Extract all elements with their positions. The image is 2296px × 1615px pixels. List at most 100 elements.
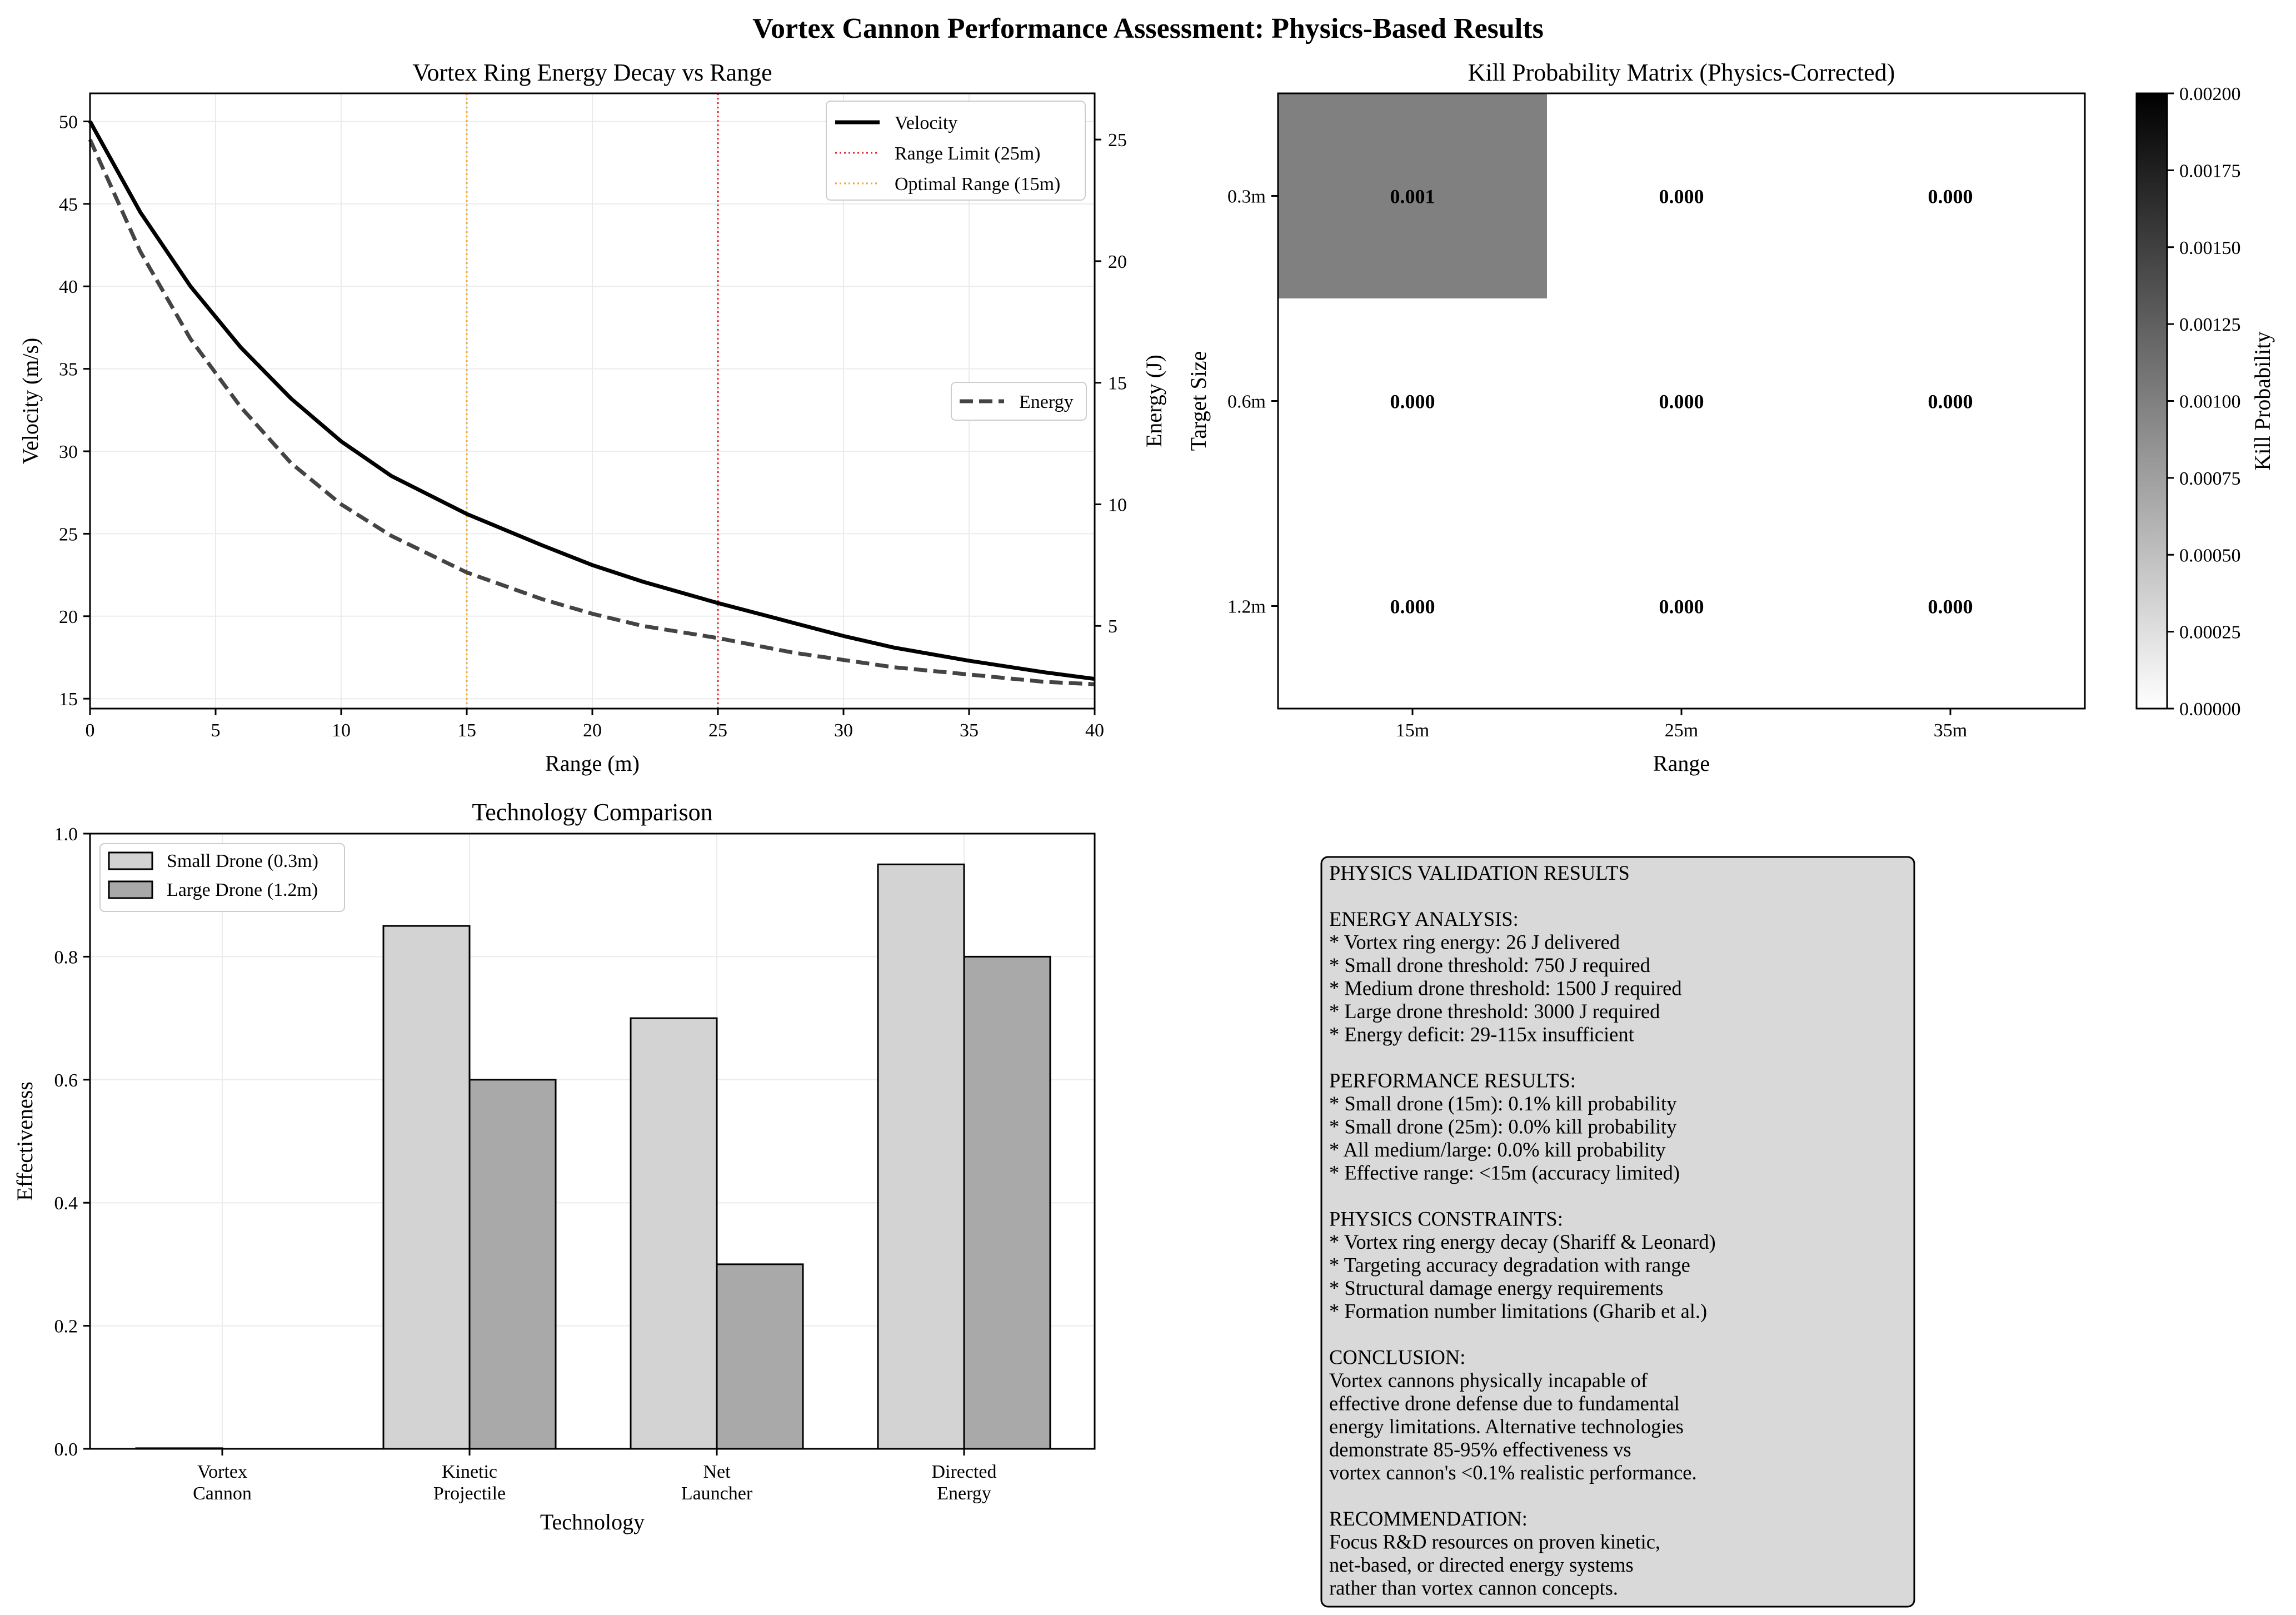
y-axis-label: Effectiveness	[12, 1081, 37, 1201]
textbox-line: * All medium/large: 0.0% kill probabilit…	[1329, 1138, 1666, 1161]
legend-frame	[826, 101, 1086, 201]
textbox-line: * Medium drone threshold: 1500 J require…	[1329, 977, 1682, 1000]
heatmap-cell-label: 0.000	[1928, 596, 1973, 618]
y2-axis-label: Energy (J)	[1141, 355, 1166, 447]
x-axis-label: Range (m)	[545, 751, 640, 776]
y-tick-label: 0.3m	[1227, 187, 1266, 207]
textbox-line: * Energy deficit: 29-115x insufficient	[1329, 1023, 1634, 1046]
y-tick-label: 0.6	[54, 1070, 78, 1091]
chart-title: Technology Comparison	[472, 799, 712, 826]
legend-top-right: Velocity Range Limit (25m) Optimal Range (…	[826, 101, 1086, 201]
x-tick-label: Kinetic	[442, 1462, 497, 1482]
heatmap-cell-label: 0.000	[1659, 596, 1704, 618]
heatmap-cell	[1278, 298, 1548, 504]
y-tick-label: 0.4	[54, 1193, 78, 1214]
y-tick-label: 0.0	[54, 1439, 78, 1460]
colorbar-tick-label: 0.00075	[2179, 468, 2241, 489]
series-line-velocity	[88, 120, 1095, 681]
y-tick-label: 35	[59, 360, 78, 380]
colorbar-tick-label: 0.00050	[2179, 545, 2241, 566]
y-tick-label: 40	[59, 277, 78, 297]
heatmap-cell-label: 0.000	[1390, 391, 1435, 413]
y-axis-label: Target Size	[1186, 351, 1211, 451]
heatmap-cell	[1278, 504, 1548, 709]
heatmap-cell	[1547, 93, 1816, 299]
x-axis-label: Range	[1653, 751, 1710, 776]
y2-tick-label: 20	[1108, 252, 1127, 272]
x-tick-label: 20	[583, 720, 602, 741]
textbox-line: PERFORMANCE RESULTS:	[1329, 1069, 1576, 1092]
textbox-line: Focus R&D resources on proven kinetic,	[1329, 1531, 1660, 1553]
legend-label: Range Limit (25m)	[895, 143, 1041, 164]
y-tick-label: 0.8	[54, 947, 78, 968]
textbox-line: net-based, or directed energy systems	[1329, 1553, 1634, 1576]
y-axis-label: Velocity (m/s)	[18, 338, 43, 465]
colorbar-tick-label: 0.00125	[2179, 315, 2241, 335]
y2-tick-label: 15	[1108, 373, 1127, 394]
legend-frame	[99, 843, 345, 912]
textbox-line: * Vortex ring energy: 26 J delivered	[1329, 931, 1620, 954]
heatmap-cell-label: 0.000	[1928, 391, 1973, 413]
heatmap-cell	[1816, 298, 2085, 504]
textbox-line: PHYSICS CONSTRAINTS:	[1329, 1208, 1563, 1230]
textbox-text: PHYSICS VALIDATION RESULTS ENERGY ANALYSI…	[1329, 861, 1716, 1599]
x-tick-label: Launcher	[681, 1483, 753, 1504]
x-tick-label: 35	[960, 720, 979, 741]
y-tick-label: 30	[59, 442, 78, 462]
colorbar-label: Kill Probability	[2250, 332, 2275, 471]
textbox-line: * Formation number limitations (Gharib e…	[1329, 1300, 1707, 1323]
heatmap-cell	[1547, 504, 1816, 709]
textbox-line: rather than vortex cannon concepts.	[1329, 1577, 1618, 1599]
bar	[468, 1079, 557, 1450]
y-tick-label: 45	[59, 195, 78, 215]
bar	[716, 1263, 804, 1450]
textbox-frame	[1320, 856, 1915, 1608]
y-tick-label: 0.6m	[1227, 392, 1266, 412]
bar	[382, 925, 471, 1450]
x-tick-label: 10	[332, 720, 351, 741]
textbox-line: * Small drone (25m): 0.0% kill probabili…	[1329, 1115, 1677, 1138]
chart-title: Kill Probability Matrix (Physics-Correct…	[1468, 59, 1895, 86]
y-tick-label: 25	[59, 524, 78, 545]
textbox-line: * Effective range: <15m (accuracy limite…	[1329, 1162, 1680, 1184]
heatmap-cell	[1547, 298, 1816, 504]
textbox-line: vortex cannon's <0.1% realistic performa…	[1329, 1461, 1697, 1484]
textbox-line: * Vortex ring energy decay (Shariff & Le…	[1329, 1230, 1716, 1253]
x-tick-label: 15m	[1396, 720, 1429, 741]
textbox-line: energy limitations. Alternative technolo…	[1329, 1415, 1684, 1438]
legend-label: Large Drone (1.2m)	[167, 880, 318, 900]
legend-label: Velocity	[895, 113, 957, 133]
textbox-line: ENERGY ANALYSIS:	[1329, 908, 1519, 930]
legend-swatch	[108, 880, 153, 899]
x-tick-label: 35m	[1934, 720, 1967, 741]
textbox-line: PHYSICS VALIDATION RESULTS	[1329, 861, 1630, 884]
x-tick-label: 25	[708, 720, 727, 741]
textbox-line: effective drone defense due to fundament…	[1329, 1392, 1680, 1415]
legend-label: Small Drone (0.3m)	[167, 851, 318, 871]
heatmap-cell	[1278, 93, 1548, 299]
y-tick-label: 50	[59, 112, 78, 132]
colorbar-tick-label: 0.00000	[2179, 699, 2241, 720]
y2-tick-label: 25	[1108, 130, 1127, 151]
x-tick-label: Cannon	[193, 1483, 252, 1504]
legend-frame	[951, 382, 1087, 421]
textbox-line: * Large drone threshold: 3000 J required	[1329, 1000, 1660, 1023]
x-tick-label: 25m	[1665, 720, 1698, 741]
series-line-energy	[88, 138, 1095, 686]
x-tick-label: Energy	[937, 1483, 991, 1504]
x-tick-label: Directed	[931, 1462, 996, 1482]
x-tick-label: 0	[86, 720, 95, 741]
legend-label: Energy	[1019, 392, 1074, 412]
heatmap-cell-label: 0.000	[1390, 596, 1435, 618]
textbox-line: * Small drone threshold: 750 J required	[1329, 954, 1650, 976]
x-tick-label: 30	[834, 720, 853, 741]
textbox-line: Vortex cannons physically incapable of	[1329, 1369, 1648, 1392]
colorbar-tick-label: 0.00200	[2179, 84, 2241, 104]
heatmap-cell-label: 0.000	[1659, 391, 1704, 413]
textbox-line: * Structural damage energy requirements	[1329, 1277, 1663, 1299]
colorbar-tick-label: 0.00100	[2179, 392, 2241, 412]
colorbar-tick-label: 0.00175	[2179, 161, 2241, 181]
heatmap-cell-label: 0.000	[1659, 186, 1704, 208]
physics-validation-textbox: PHYSICS VALIDATION RESULTS ENERGY ANALYSI…	[1320, 856, 1915, 1608]
